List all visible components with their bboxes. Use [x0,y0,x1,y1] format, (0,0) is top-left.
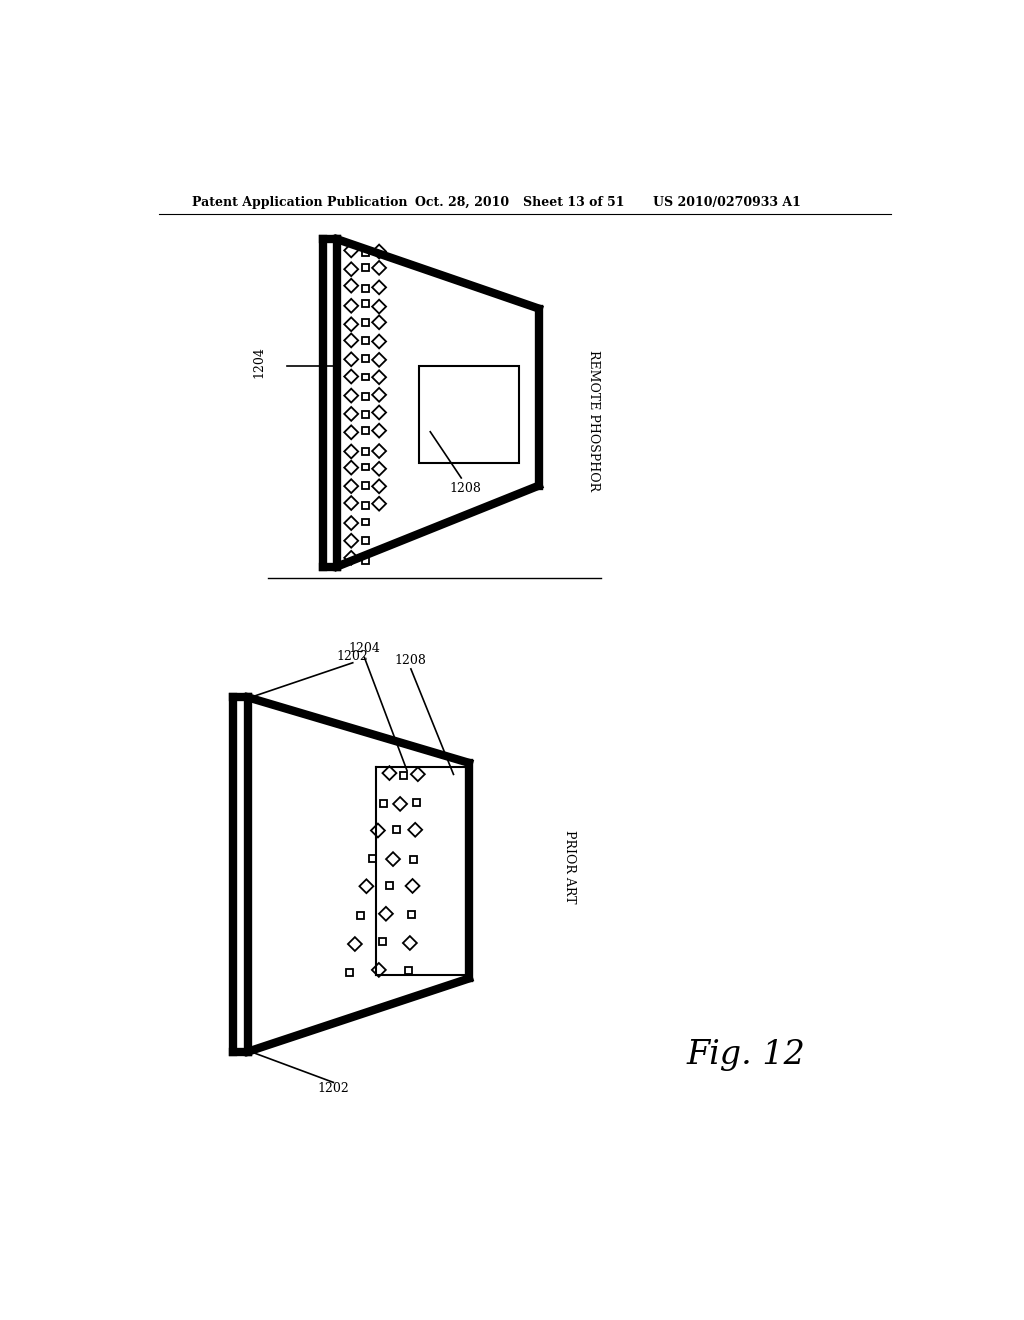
Text: REMOTE PHOSPHOR: REMOTE PHOSPHOR [587,350,599,491]
Text: US 2010/0270933 A1: US 2010/0270933 A1 [652,195,801,209]
Text: 1208: 1208 [450,482,481,495]
Bar [361,557,369,564]
Bar [393,826,400,833]
Text: 1202: 1202 [317,1082,349,1096]
Bar [361,355,369,362]
Text: Fig. 12: Fig. 12 [686,1039,805,1072]
Text: Sheet 13 of 51: Sheet 13 of 51 [523,195,625,209]
Bar [400,772,408,779]
Bar [361,447,369,455]
Text: 1204: 1204 [252,347,265,379]
Bar [361,393,369,400]
Bar [379,937,386,945]
Text: 1204: 1204 [348,642,380,655]
Bar [413,799,420,807]
Bar [361,374,369,380]
Bar [369,855,376,862]
Bar [408,911,415,917]
Bar [411,857,418,863]
Bar [357,912,365,919]
Bar [361,300,369,308]
Bar [346,969,352,975]
Bar [361,411,369,417]
Bar [380,800,387,807]
Bar [361,319,369,326]
Bar [361,519,369,525]
Text: Oct. 28, 2010: Oct. 28, 2010 [415,195,509,209]
Bar [361,264,369,272]
Bar [361,248,369,256]
Bar [361,338,369,345]
Bar [406,968,412,974]
Bar [361,482,369,488]
Bar [419,367,519,462]
Text: 1202: 1202 [337,649,369,663]
Bar [361,463,369,470]
Bar [361,285,369,292]
Text: PRIOR ART: PRIOR ART [563,830,577,904]
Bar [361,537,369,544]
Text: 1208: 1208 [395,653,427,667]
Bar [361,502,369,510]
Bar [361,428,369,434]
Text: Patent Application Publication: Patent Application Publication [191,195,408,209]
Bar [386,882,393,888]
